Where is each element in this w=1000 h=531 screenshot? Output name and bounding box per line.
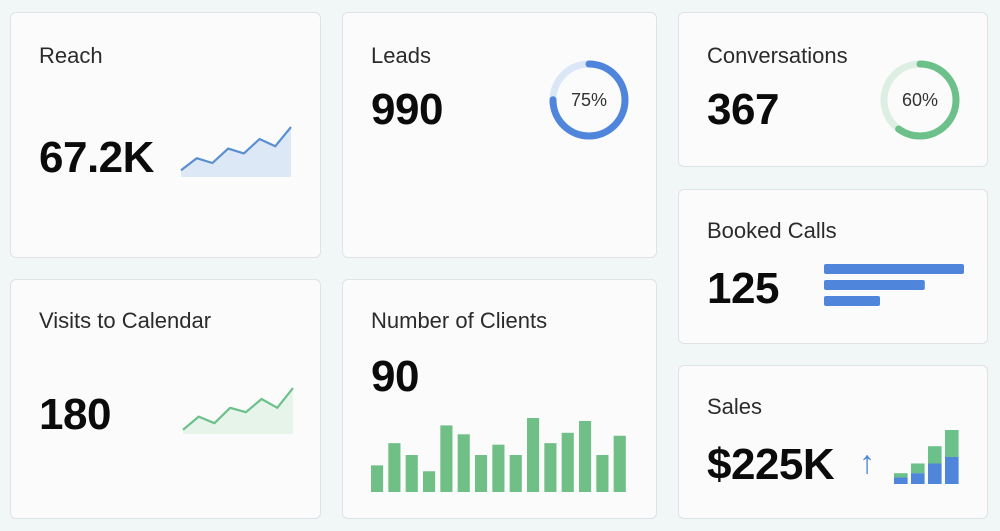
sales-bar-segment-green: [911, 463, 925, 474]
clients-bar: [440, 425, 453, 492]
clients-bar: [544, 443, 557, 492]
leads-card[interactable]: Leads 990 75%: [342, 12, 657, 258]
sales-bar-segment-blue: [894, 477, 908, 484]
clients-bar: [423, 471, 436, 492]
sales-value: $225K: [707, 440, 835, 489]
reach-title: Reach: [39, 43, 103, 68]
reach-trend-line: [180, 126, 292, 172]
visits-value: 180: [39, 390, 111, 439]
booked-calls-value: 125: [707, 264, 779, 313]
conversations-card[interactable]: Conversations 367 60%: [678, 12, 988, 167]
booked-calls-title: Booked Calls: [707, 218, 837, 243]
conversations-progress-ring: 60%: [879, 59, 961, 141]
booked-calls-bar: [824, 264, 964, 274]
conversations-value: 367: [707, 85, 779, 134]
leads-title: Leads: [371, 43, 431, 68]
leads-progress-ring: 75%: [548, 59, 630, 141]
leads-percent-label: 75%: [570, 90, 608, 110]
visits-title: Visits to Calendar: [39, 308, 212, 333]
clients-bar: [475, 455, 488, 492]
clients-bar: [561, 432, 574, 492]
clients-bar: [596, 455, 609, 492]
booked-calls-card[interactable]: Booked Calls 125: [678, 189, 988, 344]
visits-trend-line: [182, 387, 294, 431]
booked-calls-bar-chart: [824, 264, 964, 306]
booked-calls-bar: [824, 280, 925, 290]
sales-bar-segment-green: [928, 446, 942, 464]
sales-bar-segment-green: [945, 430, 959, 457]
reach-value: 67.2K: [39, 133, 154, 182]
reach-card[interactable]: Reach 67.2K: [10, 12, 321, 258]
conversations-title: Conversations: [707, 43, 848, 68]
clients-bar: [405, 455, 418, 492]
clients-value: 90: [371, 352, 419, 401]
sales-bar-chart: [894, 430, 959, 484]
clients-bar: [457, 434, 470, 492]
clients-card[interactable]: Number of Clients 90: [342, 279, 657, 519]
sales-bar-segment-blue: [945, 457, 959, 484]
conversations-percent-label: 60%: [901, 90, 939, 110]
clients-bar-chart: [371, 418, 626, 492]
clients-title: Number of Clients: [371, 308, 548, 333]
reach-sparkline: [180, 126, 292, 177]
clients-bar: [613, 435, 626, 492]
visits-sparkline: [182, 387, 294, 434]
leads-value: 990: [371, 85, 443, 134]
clients-bar: [388, 443, 401, 492]
clients-bar: [492, 444, 505, 492]
booked-calls-bar: [824, 296, 880, 306]
clients-bar: [579, 420, 592, 492]
sales-bar-segment-blue: [911, 473, 925, 484]
clients-bar: [527, 418, 540, 492]
visits-card[interactable]: Visits to Calendar 180: [10, 279, 321, 519]
sales-bar-segment-blue: [928, 463, 942, 484]
leads-ring-arc: [549, 60, 629, 140]
sales-card[interactable]: Sales $225K ↑: [678, 365, 988, 519]
clients-bar: [509, 455, 522, 492]
conversations-ring-arc: [880, 60, 960, 140]
arrow-up-icon: ↑: [859, 444, 875, 480]
clients-bar: [371, 465, 384, 492]
sales-bar-segment-green: [894, 473, 908, 478]
sales-title: Sales: [707, 394, 763, 419]
